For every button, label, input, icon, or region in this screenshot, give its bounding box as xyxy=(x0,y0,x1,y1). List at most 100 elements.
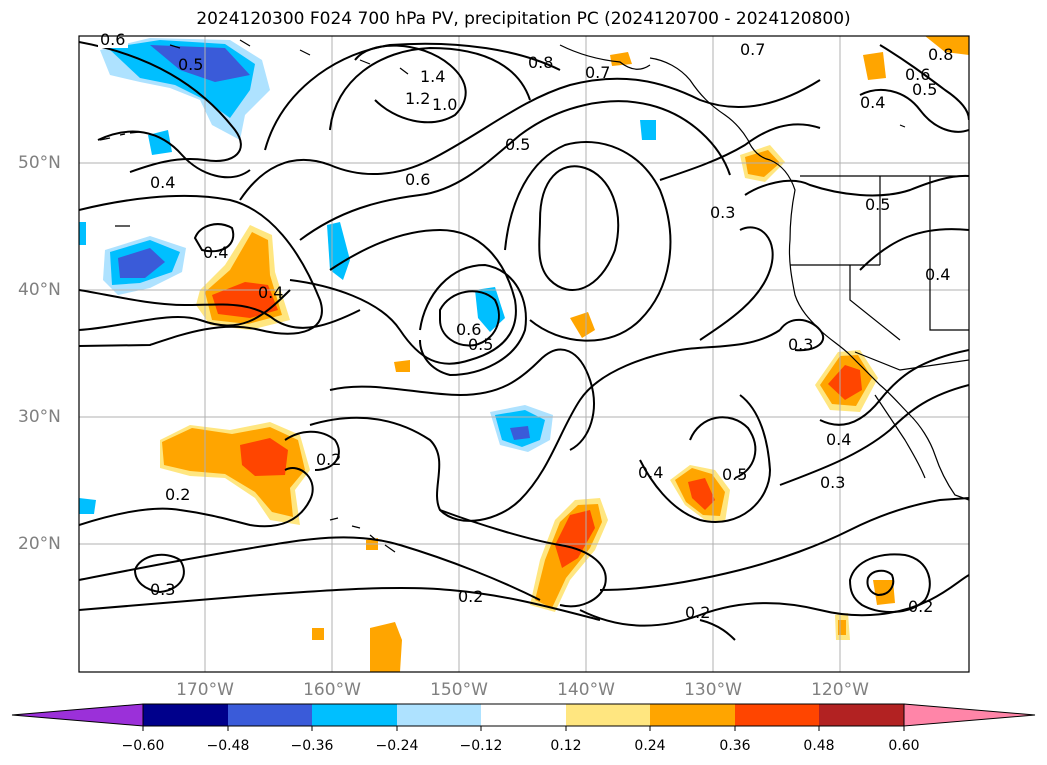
contour-label: 0.5 xyxy=(178,55,203,74)
colorbar-tick-label: −0.60 xyxy=(121,738,165,754)
hawaiian-islands xyxy=(329,517,396,553)
lat-label: 30°N xyxy=(18,407,61,427)
pv-contour-line xyxy=(239,77,821,201)
colorbar-outline xyxy=(142,703,905,727)
contour-label: 0.3 xyxy=(820,473,845,492)
contour-label: 0.4 xyxy=(150,173,175,192)
contour-label: 0.5 xyxy=(722,465,747,484)
contour-label: 0.7 xyxy=(740,40,765,59)
pv-contour-line xyxy=(299,100,731,241)
contour-label: 0.2 xyxy=(685,603,710,622)
precip-negative-blob xyxy=(150,45,250,82)
pv-contour-line xyxy=(264,42,561,151)
precip-positive-blob xyxy=(370,622,402,672)
pv-contour-line xyxy=(859,228,969,271)
pv-contour-line xyxy=(79,289,291,331)
precip-positive-blob xyxy=(873,580,895,605)
pv-contour-line xyxy=(538,165,620,291)
lon-label: 140°W xyxy=(557,680,615,700)
pv-contours xyxy=(79,41,969,641)
precip-negative-blob xyxy=(327,222,350,280)
pv-contour-line xyxy=(193,223,235,253)
contour-label: 0.6 xyxy=(100,30,125,49)
precip-positive-blob xyxy=(570,312,595,338)
pv-contour-line xyxy=(79,194,323,347)
precip-positive-blob xyxy=(555,510,595,568)
lat-label: 50°N xyxy=(18,153,61,173)
colorbar-bin xyxy=(566,704,650,726)
contour-label: 0.4 xyxy=(826,430,851,449)
precip-negative-blob xyxy=(475,287,505,332)
pacific-islands xyxy=(115,124,906,227)
lon-label: 150°W xyxy=(430,680,488,700)
precip-positive-blob xyxy=(212,282,278,318)
colorbar-bin xyxy=(397,704,481,726)
precip-positive-blob xyxy=(828,365,862,400)
pv-contour-line xyxy=(504,141,672,342)
colorbar-tick-label: 0.12 xyxy=(550,738,582,754)
precip-positive-blob xyxy=(688,478,715,510)
pv-contour-line xyxy=(599,497,969,591)
colorbar-bin xyxy=(143,704,228,726)
coastline-north-america xyxy=(649,57,969,501)
pv-contour-line xyxy=(419,263,527,377)
colorbar-tick-label: 0.36 xyxy=(719,738,751,754)
colorbar-bin xyxy=(735,704,819,726)
state-borders xyxy=(790,176,969,341)
pv-contour-line xyxy=(329,46,531,131)
contour-label: 0.8 xyxy=(528,53,553,72)
precip-positive-blob xyxy=(925,36,969,55)
precip-negative-blob xyxy=(79,222,86,245)
contour-label: 0.7 xyxy=(585,63,610,82)
pv-contour-line xyxy=(289,228,517,365)
pv-contour-line xyxy=(284,430,340,471)
pv-contour-line xyxy=(819,349,969,426)
contour-label: 1.4 xyxy=(420,67,445,86)
contour-label: 0.2 xyxy=(458,587,483,606)
pv-contour-line xyxy=(779,384,969,486)
colorbar-tick-label: 0.60 xyxy=(888,738,920,754)
pv-contour-line xyxy=(659,123,821,181)
colorbar-extend-low xyxy=(11,703,144,727)
colorbar-bin xyxy=(312,704,397,726)
pv-contour-line xyxy=(866,569,895,597)
coastline-baja xyxy=(874,394,926,479)
pv-contour-line xyxy=(309,329,781,522)
pv-contour-line xyxy=(879,44,969,121)
contour-label: 0.2 xyxy=(908,597,933,616)
pv-contour-line xyxy=(79,536,541,601)
map-title: 2024120300 F024 700 hPa PV, precipitatio… xyxy=(196,9,851,29)
precip-positive-blob xyxy=(610,52,632,66)
precip-positive-blob xyxy=(312,628,324,640)
contour-label: 0.5 xyxy=(865,195,890,214)
colorbar-bin xyxy=(481,704,566,726)
pv-contour-line xyxy=(439,509,607,608)
lon-label: 130°W xyxy=(684,680,742,700)
pv-contour-line xyxy=(329,348,595,451)
colorbar-tick-label: −0.24 xyxy=(375,738,419,754)
pv-contour-line xyxy=(79,586,601,621)
pv-contour-line xyxy=(97,130,251,179)
pv-contour-line xyxy=(79,289,361,329)
colorbar-bin xyxy=(228,704,312,726)
pv-contour-line xyxy=(859,89,969,133)
pv-contour-line xyxy=(699,619,736,641)
colorbar-extend-high xyxy=(903,703,1036,727)
colorbar-tick-label: −0.12 xyxy=(459,738,503,754)
contour-labels: 0.6 0.5 1.4 1.2 1.0 0.8 0.7 0.7 0.8 0.6 … xyxy=(98,30,953,622)
precip-negative-blob xyxy=(640,120,656,140)
contour-label: 0.4 xyxy=(925,265,950,284)
lon-label: 120°W xyxy=(811,680,869,700)
contour-label: 0.3 xyxy=(710,203,735,222)
lat-label: 40°N xyxy=(18,280,61,300)
pv-contour-line xyxy=(79,467,314,528)
precip-positive-blob xyxy=(240,438,288,476)
contour-label: 0.4 xyxy=(638,463,663,482)
pv-contour-line xyxy=(439,290,500,347)
pv-contour-line xyxy=(579,574,969,627)
island-chain xyxy=(99,39,409,141)
precip-negative-blob xyxy=(510,426,530,440)
contour-label: 0.3 xyxy=(788,335,813,354)
colorbar-tick-label: −0.36 xyxy=(290,738,334,754)
contour-label: 0.8 xyxy=(928,45,953,64)
